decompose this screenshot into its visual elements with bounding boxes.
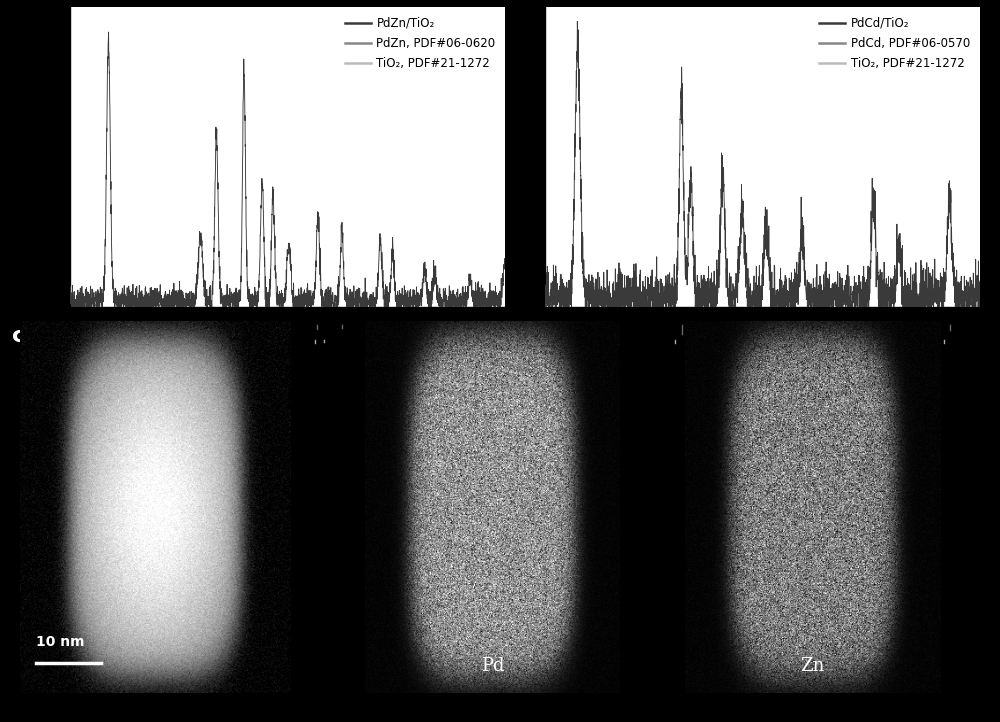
Y-axis label: Intensity: Intensity xyxy=(50,122,64,192)
Text: c: c xyxy=(12,326,25,346)
Text: Pd: Pd xyxy=(481,656,504,674)
Text: 10 nm: 10 nm xyxy=(36,635,85,648)
Text: b: b xyxy=(510,0,526,1)
Legend: PdCd/TiO₂, PdCd, PDF#06-0570, TiO₂, PDF#21-1272: PdCd/TiO₂, PdCd, PDF#06-0570, TiO₂, PDF#… xyxy=(816,13,974,74)
Text: Zn: Zn xyxy=(800,656,825,674)
X-axis label: 2θ: 2θ xyxy=(277,354,298,369)
X-axis label: 2θ: 2θ xyxy=(752,354,773,369)
Text: a: a xyxy=(35,0,50,1)
Legend: PdZn/TiO₂, PdZn, PDF#06-0620, TiO₂, PDF#21-1272: PdZn/TiO₂, PdZn, PDF#06-0620, TiO₂, PDF#… xyxy=(341,13,499,74)
